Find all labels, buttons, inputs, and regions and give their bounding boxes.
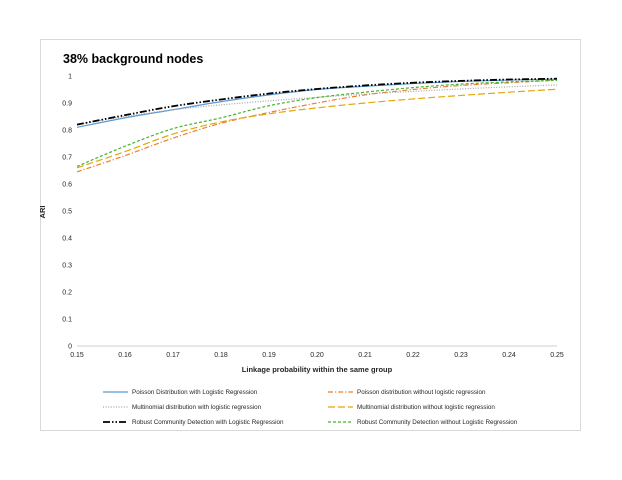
y-tick-label: 0.1 [62, 316, 72, 323]
y-axis-title: ARI [38, 206, 47, 219]
x-tick-label: 0.21 [358, 352, 372, 359]
chart-frame [40, 39, 581, 431]
y-tick-label: 0.7 [62, 154, 72, 161]
y-tick-label: 1 [68, 73, 72, 80]
series-layer [76, 77, 558, 173]
y-tick-label: 0.9 [62, 100, 72, 107]
legend-label-4: Multinomial distribution without logisti… [357, 404, 495, 411]
series-line-6 [76, 79, 558, 168]
y-axis-tick-labels: 0 0.1 0.2 0.3 0.4 0.5 0.6 0.7 0.8 0.9 1 [62, 73, 72, 350]
y-tick-label: 0 [68, 343, 72, 350]
x-tick-label: 0.19 [262, 352, 276, 359]
series-line-4 [76, 88, 558, 169]
x-tick-label: 0.23 [454, 352, 468, 359]
legend-label-1: Poisson Distribution with Logistic Regre… [132, 389, 258, 396]
y-tick-label: 0.5 [62, 208, 72, 215]
x-tick-label: 0.15 [70, 352, 84, 359]
chart-title: 38% background nodes [63, 52, 203, 66]
x-tick-label: 0.17 [166, 352, 180, 359]
series-line-3 [76, 84, 558, 126]
series-line-5 [76, 77, 558, 126]
y-tick-label: 0.2 [62, 289, 72, 296]
x-tick-label: 0.25 [550, 352, 564, 359]
y-tick-label: 0.8 [62, 127, 72, 134]
series-line-2 [76, 79, 558, 173]
legend-label-6: Robust Community Detection without Logis… [357, 419, 518, 426]
x-axis-title: Linkage probability within the same grou… [242, 365, 393, 374]
x-tick-label: 0.20 [310, 352, 324, 359]
legend-label-2: Poisson distribution without logistic re… [357, 389, 486, 396]
chart-legend: Poisson Distribution with Logistic Regre… [103, 389, 518, 426]
y-tick-label: 0.6 [62, 181, 72, 188]
x-axis-tick-labels: 0.15 0.16 0.17 0.18 0.19 0.20 0.21 0.22 0.23 0.24… [70, 352, 564, 359]
legend-label-3: Multinomial distribution with logistic r… [132, 404, 262, 411]
x-tick-label: 0.24 [502, 352, 516, 359]
series-line-1 [76, 78, 558, 128]
y-tick-label: 0.3 [62, 262, 72, 269]
x-tick-label: 0.16 [118, 352, 132, 359]
legend-label-5: Robust Community Detection with Logistic… [132, 419, 284, 426]
y-tick-label: 0.4 [62, 235, 72, 242]
x-tick-label: 0.22 [406, 352, 420, 359]
x-tick-label: 0.18 [214, 352, 228, 359]
